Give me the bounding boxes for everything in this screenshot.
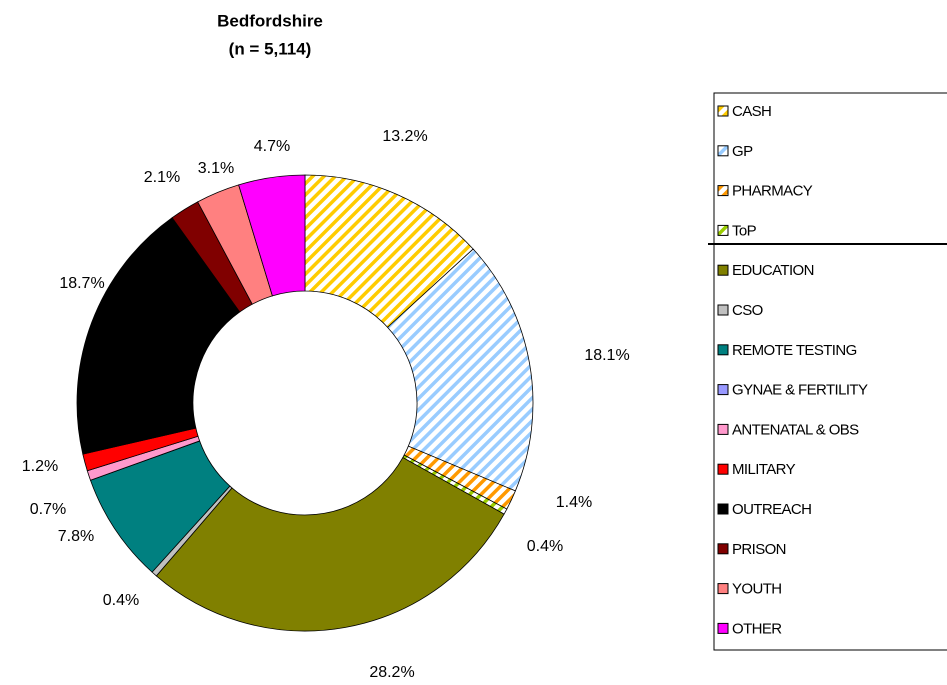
legend-label: ToP bbox=[732, 222, 757, 239]
legend-swatch bbox=[717, 304, 729, 316]
donut-segment bbox=[238, 174, 306, 297]
data-label: 0.4% bbox=[103, 592, 139, 609]
legend-label: GYNAE & FERTILITY bbox=[732, 382, 868, 399]
legend-label: YOUTH bbox=[732, 581, 782, 598]
legend-label: CASH bbox=[732, 103, 771, 120]
legend-label: REMOTE TESTING bbox=[732, 342, 857, 359]
legend-label: PRISON bbox=[732, 541, 786, 558]
data-label: 18.7% bbox=[59, 275, 104, 292]
legend-swatch bbox=[717, 185, 729, 197]
legend-label: MILITARY bbox=[732, 461, 796, 478]
donut-segment bbox=[304, 174, 474, 328]
data-label: 0.4% bbox=[527, 538, 563, 555]
data-label: 1.2% bbox=[22, 458, 58, 475]
legend-swatch bbox=[717, 145, 729, 157]
legend-label: ANTENATAL & OBS bbox=[732, 421, 859, 438]
donut-segment bbox=[387, 248, 534, 492]
chart-subtitle: (n = 5,114) bbox=[229, 39, 312, 58]
legend-swatch bbox=[717, 503, 729, 515]
legend-label: GP bbox=[732, 143, 753, 160]
data-label: 18.1% bbox=[584, 347, 629, 364]
legend-swatch bbox=[717, 543, 729, 555]
data-label: 3.1% bbox=[198, 160, 234, 177]
donut-segment bbox=[155, 457, 505, 632]
data-label: 4.7% bbox=[254, 138, 290, 155]
legend-label: PHARMACY bbox=[732, 183, 813, 200]
legend-swatch bbox=[717, 105, 729, 117]
legend-swatch bbox=[717, 423, 729, 435]
data-label: 2.1% bbox=[144, 169, 180, 186]
donut-segment bbox=[76, 217, 241, 455]
legend-swatch bbox=[717, 264, 729, 276]
data-label: 7.8% bbox=[58, 528, 94, 545]
legend-label: CSO bbox=[732, 302, 763, 319]
chart-title: Bedfordshire bbox=[217, 11, 323, 30]
legend-box bbox=[713, 92, 947, 651]
legend-swatch bbox=[717, 622, 729, 634]
legend-label: EDUCATION bbox=[732, 262, 814, 279]
data-label: 1.4% bbox=[556, 494, 592, 511]
legend-label: OTHER bbox=[732, 620, 782, 637]
legend-swatch bbox=[717, 463, 729, 475]
data-label: 13.2% bbox=[382, 128, 427, 145]
legend-label: OUTREACH bbox=[732, 501, 811, 518]
data-label: 0.7% bbox=[30, 501, 66, 518]
data-label: 28.2% bbox=[369, 664, 414, 681]
legend-swatch bbox=[717, 384, 729, 396]
legend-swatch bbox=[717, 583, 729, 595]
legend-swatch bbox=[717, 344, 729, 356]
legend-swatch bbox=[717, 224, 729, 236]
